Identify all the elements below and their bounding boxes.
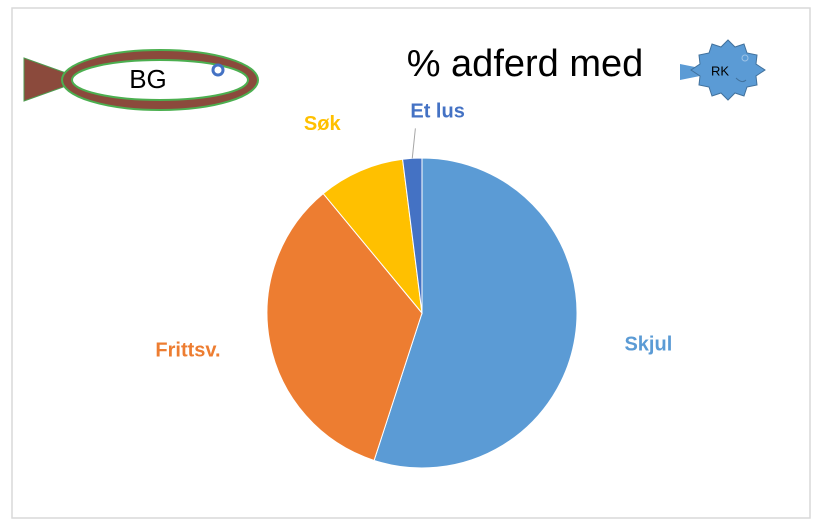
slice-label: Søk [304, 113, 342, 135]
slice-label: Skjul [624, 333, 672, 355]
chart-title: % adferd med [407, 43, 644, 85]
crab-label: RK [711, 63, 729, 78]
slice-label: Et lus [410, 101, 464, 123]
fish-label: BG [129, 64, 167, 94]
chart: BG RK % adferd med Skjul Frittsv. Søk Et lu… [0, 0, 814, 523]
slice-label: Frittsv. [155, 340, 220, 362]
